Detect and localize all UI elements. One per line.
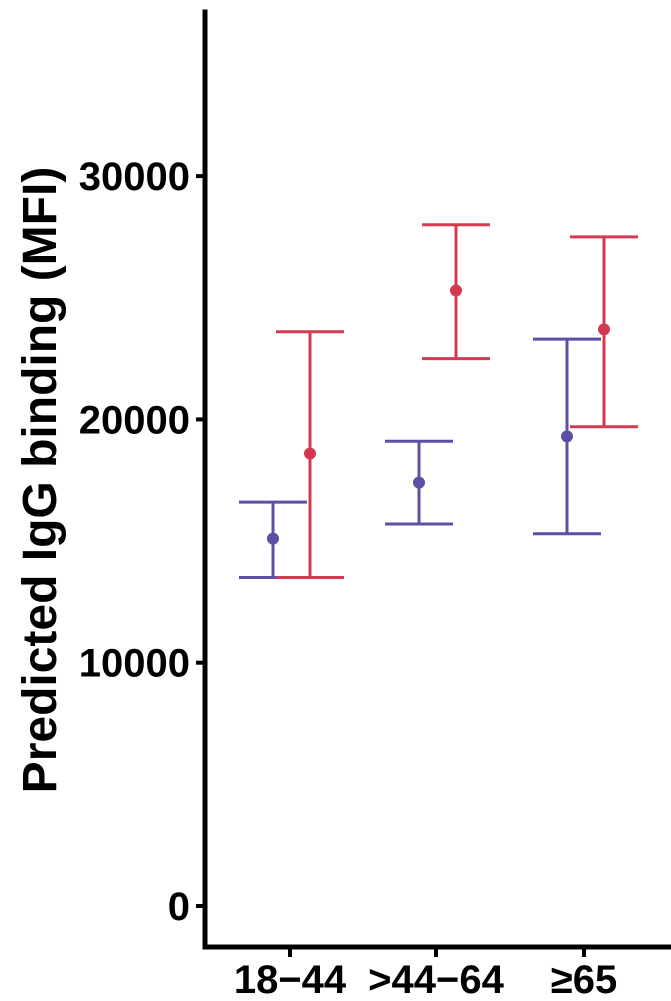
y-tick-label: 20000 [79, 398, 190, 442]
data-point [304, 447, 316, 460]
y-tick-label: 30000 [79, 155, 190, 199]
x-axis-ticks: 18−44 >44−64 ≥65 [234, 947, 617, 1001]
data-point [267, 532, 279, 545]
y-axis-ticks: 0 10000 20000 30000 [79, 155, 205, 929]
data-point [413, 476, 425, 489]
y-axis-title: Predicted IgG binding (MFI) [14, 167, 67, 794]
y-tick-label: 0 [168, 885, 190, 929]
x-tick-label: >44−64 [368, 958, 504, 1001]
x-tick-label: ≥65 [551, 958, 617, 1001]
x-tick-label: 18−44 [234, 958, 347, 1001]
y-tick-label: 10000 [79, 642, 190, 686]
data-point [598, 323, 610, 336]
plot-marks [239, 223, 638, 580]
data-point [450, 284, 462, 297]
data-point [561, 430, 573, 443]
